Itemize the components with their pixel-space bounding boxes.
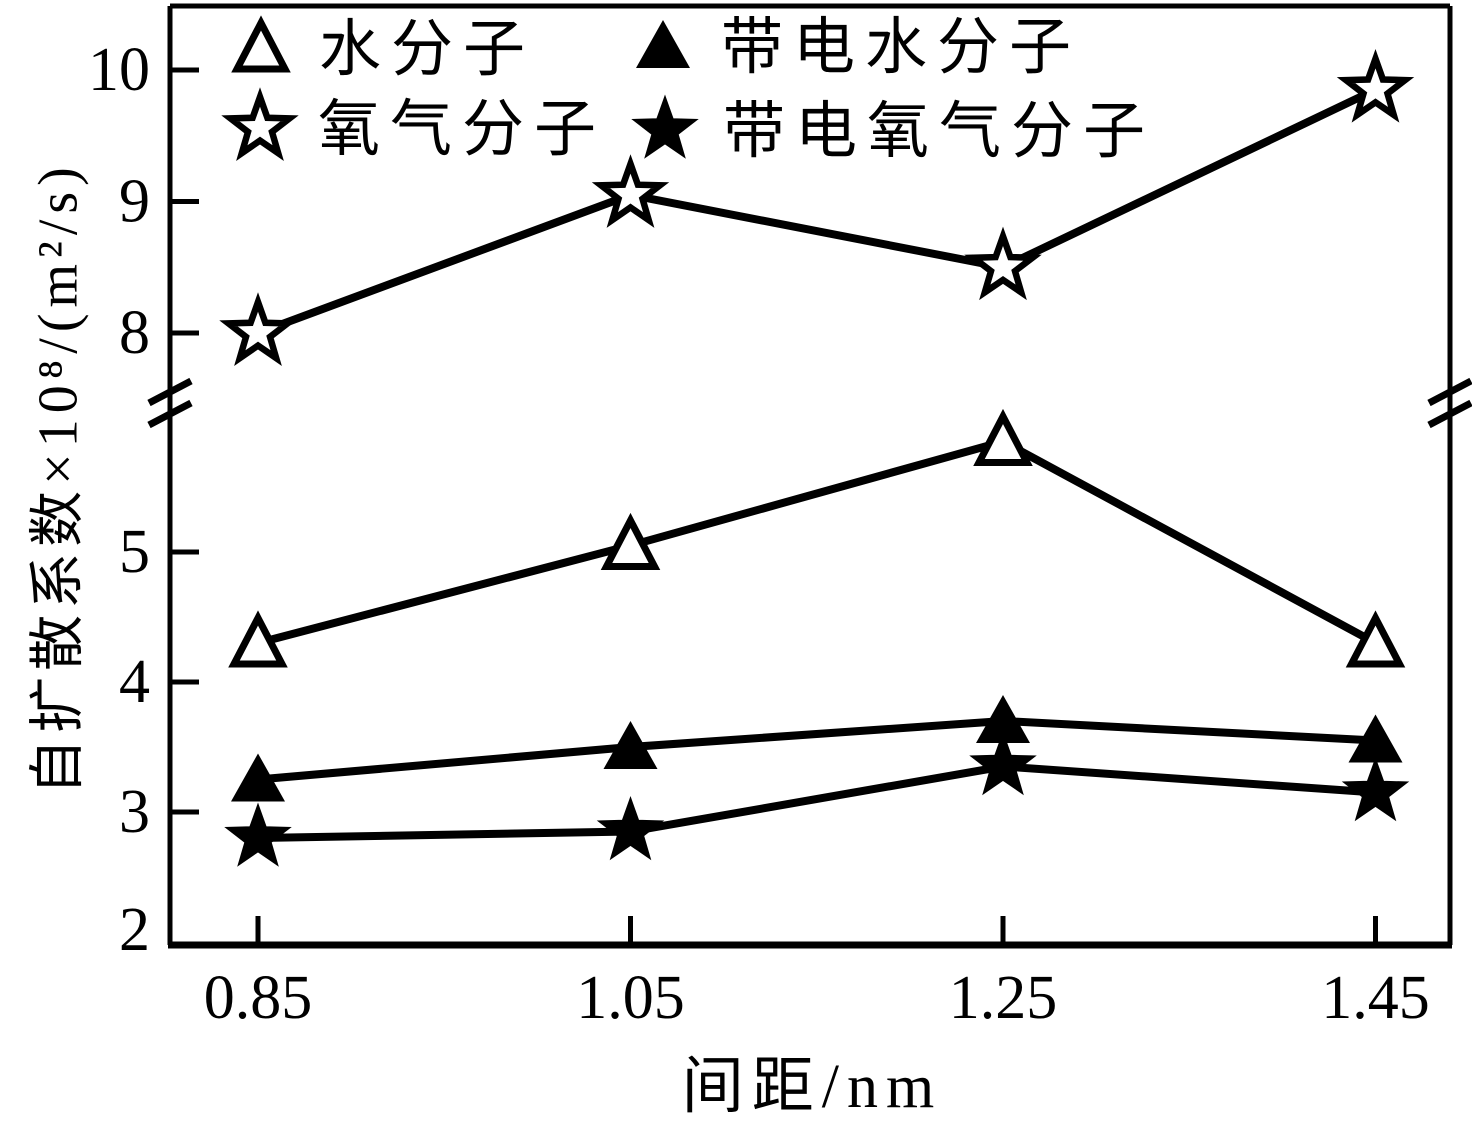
axis-break-mark (147, 399, 193, 429)
series-water (228, 408, 1406, 668)
x-tick-label: 1.25 (949, 964, 1058, 1032)
star-filled-marker-charged-oxygen-2 (969, 731, 1037, 796)
axis-break-mark (1427, 399, 1472, 429)
y-tick-label: 2 (119, 896, 150, 964)
y-tick-label: 4 (119, 648, 150, 716)
x-tick-label: 0.85 (204, 964, 313, 1032)
triangle-open-marker-water-3 (1345, 610, 1406, 668)
triangle-filled-marker-charged-water-3 (1348, 714, 1403, 763)
series-oxygen (219, 49, 1415, 366)
series-charged-oxygen (224, 731, 1410, 867)
x-tick-label: 1.05 (576, 964, 685, 1032)
star-filled-icon (631, 94, 699, 159)
legend-label-oxygen: 氧气分子 (318, 96, 606, 164)
legend-item-charged-oxygen: 带电氧气分子 (631, 94, 1155, 166)
star-filled-marker-charged-oxygen-0 (224, 802, 292, 867)
x-tick-label: 1.45 (1321, 964, 1430, 1032)
star-open-marker-oxygen-3 (1336, 49, 1415, 123)
series-line-charged-water (257, 716, 1376, 784)
axis-break-mark (147, 377, 193, 407)
triangle-open-marker-water-0 (228, 610, 288, 668)
series-line-water (256, 437, 1378, 647)
star-open-marker-oxygen-0 (219, 292, 297, 366)
legend-item-water: 水分子 (231, 15, 535, 84)
series-line-oxygen (256, 86, 1378, 337)
legend-item-oxygen: 氧气分子 (221, 87, 606, 164)
star-open-icon (221, 87, 299, 161)
star-filled-marker-charged-oxygen-3 (1341, 757, 1410, 822)
triangle-filled-marker-charged-water-0 (231, 753, 285, 802)
y-tick-label: 9 (119, 168, 150, 236)
y-tick-label: 10 (88, 36, 150, 104)
star-open-marker-oxygen-1 (591, 154, 670, 228)
axis-break-mark (1427, 377, 1472, 407)
y-tick-label: 3 (119, 778, 150, 846)
triangle-open-marker-water-1 (600, 512, 661, 570)
x-axis-title: 间距/nm (681, 1053, 943, 1121)
y-tick-label: 5 (119, 518, 150, 586)
series-charged-water (231, 695, 1403, 802)
triangle-filled-marker-charged-water-2 (976, 695, 1030, 743)
triangle-filled-icon (636, 20, 690, 68)
y-tick-label: 8 (119, 299, 150, 367)
legend-item-charged-water: 带电水分子 (636, 14, 1081, 82)
star-open-marker-oxygen-2 (964, 226, 1042, 301)
triangle-filled-marker-charged-water-1 (603, 721, 658, 769)
series-line-charged-oxygen (257, 762, 1376, 842)
triangle-open-marker-water-2 (973, 408, 1033, 466)
legend-label-charged-water: 带电水分子 (721, 14, 1081, 82)
legend-label-charged-oxygen: 带电氧气分子 (723, 98, 1155, 166)
triangle-open-icon (231, 15, 291, 73)
y-axis-title: 自扩散系数×10⁸/(m²/s) (27, 161, 90, 795)
legend-label-water: 水分子 (319, 16, 535, 84)
star-filled-marker-charged-oxygen-1 (596, 796, 665, 861)
